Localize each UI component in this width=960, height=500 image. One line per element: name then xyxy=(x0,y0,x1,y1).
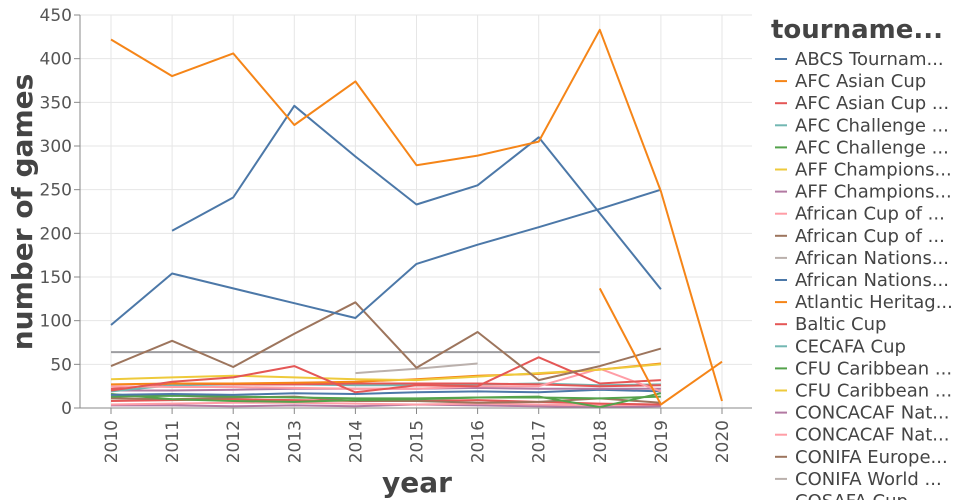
legend-entry-label: ABCS Tournam... xyxy=(795,49,944,70)
legend-entry-label: African Nations... xyxy=(795,248,949,269)
y-tick-label: 300 xyxy=(40,137,72,157)
legend-entry-label: Atlantic Heritag... xyxy=(795,292,953,313)
x-tick-label: 2018 xyxy=(591,420,611,463)
x-tick-label: 2020 xyxy=(713,420,733,463)
x-tick-label: 2015 xyxy=(408,420,428,463)
grid-lines xyxy=(80,14,752,409)
series-line xyxy=(598,287,723,406)
legend-entry-label: CONIFA Europe... xyxy=(795,447,948,468)
series-line xyxy=(111,403,661,409)
x-tick-label: 2011 xyxy=(163,420,183,463)
x-tick-label: 2010 xyxy=(102,420,122,463)
x-tick-label: 2013 xyxy=(285,420,305,463)
y-tick-label: 50 xyxy=(50,355,72,375)
x-tick-label: 2016 xyxy=(469,420,489,463)
series-line xyxy=(110,301,662,382)
x-tick-label: 2012 xyxy=(224,420,244,463)
series-line xyxy=(110,188,662,326)
legend-entry-label: CFU Caribbean ... xyxy=(795,358,952,379)
legend-entry-label: CONCACAF Nat... xyxy=(795,425,949,446)
legend-entry-label: AFC Asian Cup xyxy=(795,71,926,92)
y-axis-title: number of games xyxy=(6,74,39,351)
legend-entry-label: AFC Challenge ... xyxy=(795,137,949,158)
legend-entry-label: CONIFA World ... xyxy=(795,469,942,490)
x-tick-label: 2019 xyxy=(652,420,672,463)
legend-entry-label: CFU Caribbean ... xyxy=(795,381,952,402)
x-tick-label: 2014 xyxy=(346,420,366,463)
legend-title: tourname... xyxy=(771,15,943,45)
y-tick-label: 0 xyxy=(61,399,72,419)
x-axis-title: year xyxy=(382,466,452,499)
series-line xyxy=(110,28,723,402)
y-tick-label: 350 xyxy=(40,93,72,113)
legend-entry-label: AFC Asian Cup ... xyxy=(795,93,949,114)
legend-entry-label: CECAFA Cup xyxy=(795,336,906,357)
y-tick-label: 200 xyxy=(40,224,72,244)
legend-entry-label: African Cup of ... xyxy=(795,226,945,247)
series-line xyxy=(110,394,661,400)
series-line xyxy=(110,356,661,394)
legend-entry-label: AFC Challenge ... xyxy=(795,115,949,136)
y-tick-label: 100 xyxy=(40,312,72,332)
legend-entry-label: AFF Champions... xyxy=(795,160,952,181)
legend-entry-label: African Cup of ... xyxy=(795,204,945,225)
y-tick-label: 450 xyxy=(40,6,72,26)
series-lines xyxy=(110,28,723,409)
y-tick-label: 400 xyxy=(40,50,72,70)
legend-entry-label: Baltic Cup xyxy=(795,314,886,335)
legend-entry-label: AFF Champions... xyxy=(795,182,952,203)
legend-entry-label: COSAFA Cup xyxy=(795,491,908,500)
y-tick-label: 150 xyxy=(40,268,72,288)
x-axis: 2010 2011 2012 2013 2014 2015 2016 2017 2018 2019… xyxy=(80,407,752,463)
legend-entry-label: African Nations... xyxy=(795,270,949,291)
series-line xyxy=(171,104,662,290)
y-axis: 0 50 100 150 200 250 300 350 400 450 xyxy=(40,6,81,419)
series-line xyxy=(110,395,661,404)
series-line xyxy=(110,363,661,382)
series-line xyxy=(110,392,662,409)
y-tick-label: 250 xyxy=(40,181,72,201)
series-line xyxy=(110,388,661,396)
legend: tourname... ABCS Tournam...AFC Asian Cup… xyxy=(771,15,953,500)
x-tick-label: 2017 xyxy=(530,420,550,463)
series-line xyxy=(110,401,661,407)
legend-entry-label: CONCACAF Nat... xyxy=(795,403,949,424)
